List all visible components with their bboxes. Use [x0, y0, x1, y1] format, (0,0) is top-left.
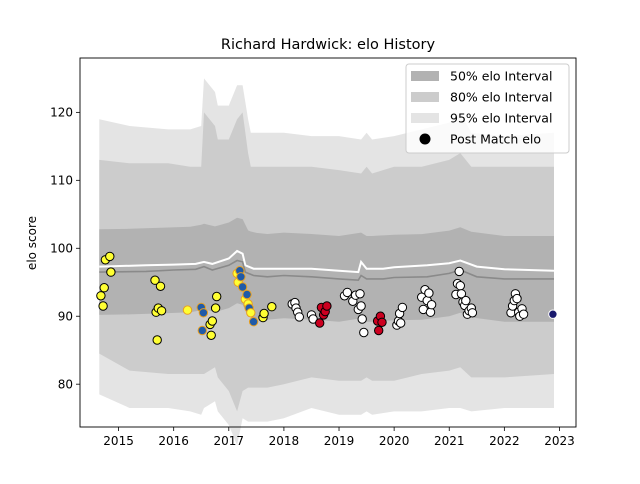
median-elo-line	[99, 259, 554, 282]
post-match-elo-point	[294, 312, 304, 322]
x-tick-label: 2019	[324, 434, 355, 448]
plot-area	[96, 78, 558, 446]
x-tick-label: 2015	[103, 434, 134, 448]
post-match-elo-point	[105, 251, 115, 262]
post-match-elo-point	[355, 289, 365, 299]
legend-marker	[419, 133, 431, 145]
x-tick-label: 2020	[379, 434, 410, 448]
post-match-elo-point	[246, 308, 256, 318]
post-match-elo-point	[424, 288, 434, 298]
y-tick-label: 110	[50, 174, 73, 188]
legend-label: 50% elo Interval	[450, 69, 552, 84]
post-match-elo-point	[197, 325, 208, 336]
y-tick-label: 100	[50, 242, 73, 256]
post-match-elo-point	[207, 316, 218, 326]
x-axis: 2015 2016 2017 2018 2019 2020 2021 2022 2023	[103, 427, 575, 448]
plot-frame	[79, 57, 577, 428]
post-match-elo-point	[248, 317, 259, 327]
post-match-elo-point	[242, 289, 252, 300]
y-tick-label: 90	[58, 310, 73, 324]
y-axis: 80 90 100 110 120	[50, 106, 80, 391]
post-match-elo-point	[342, 287, 352, 298]
post-match-elo-point	[210, 303, 221, 313]
post-match-elo-point	[156, 306, 167, 316]
post-match-elo-point	[396, 318, 406, 328]
post-match-elo-point	[467, 308, 478, 318]
post-match-elo-point	[359, 327, 369, 338]
legend-frame	[405, 63, 570, 154]
legend-swatch	[411, 113, 439, 123]
post-match-elo-point	[182, 305, 193, 315]
post-match-elo-point	[98, 301, 108, 311]
post-match-elo-point	[155, 281, 166, 291]
legend-label: 95% elo Interval	[450, 111, 552, 126]
post-match-elo-point	[236, 272, 246, 282]
post-match-elo-point	[356, 301, 366, 311]
post-match-elo-point	[237, 282, 248, 292]
legend-swatch	[411, 92, 439, 102]
post-match-elo-point	[206, 330, 216, 340]
post-match-elo-point	[315, 318, 325, 328]
post-match-elo-point	[461, 295, 471, 306]
legend-swatch	[411, 71, 439, 81]
post-match-elo-point	[198, 308, 209, 318]
post-match-elo-point	[426, 300, 437, 310]
post-match-elo-point	[454, 266, 464, 277]
expected-elo-line	[99, 249, 555, 274]
x-tick-label: 2022	[489, 434, 520, 448]
y-axis-label: elo score	[25, 216, 39, 270]
x-tick-label: 2017	[214, 434, 245, 448]
post-match-elo-point	[512, 293, 522, 304]
x-tick-label: 2016	[158, 434, 189, 448]
post-match-elo-point	[259, 308, 269, 319]
post-match-elo-point	[397, 302, 408, 313]
post-match-elo-point	[518, 309, 529, 319]
post-match-elo-point	[212, 291, 222, 302]
post-match-elo-point	[150, 275, 160, 285]
post-match-elo-point	[455, 281, 465, 291]
post-match-elo-point	[99, 283, 109, 293]
x-tick-label: 2021	[434, 434, 465, 448]
post-match-elo-point	[106, 267, 116, 277]
legend-label: 80% elo Interval	[450, 90, 552, 105]
x-tick-label: 2023	[544, 434, 575, 448]
legend-label: Post Match elo	[450, 132, 541, 147]
post-match-elo-point	[152, 335, 162, 345]
post-match-elo-point	[322, 301, 332, 311]
post-match-elo-point	[96, 291, 106, 301]
post-match-elo-point	[357, 314, 367, 324]
chart-title: Richard Hardwick: elo History	[221, 37, 436, 53]
post-match-elo-point	[548, 309, 558, 319]
y-tick-label: 120	[50, 106, 73, 120]
post-match-elo-point	[377, 317, 387, 327]
post-match-elo-point	[374, 325, 384, 336]
legend: 50% elo Interval 80% elo Interval 95% elo …	[405, 63, 570, 154]
y-tick-label: 80	[58, 377, 73, 391]
x-tick-label: 2018	[269, 434, 300, 448]
post-match-elo-point	[267, 302, 277, 312]
